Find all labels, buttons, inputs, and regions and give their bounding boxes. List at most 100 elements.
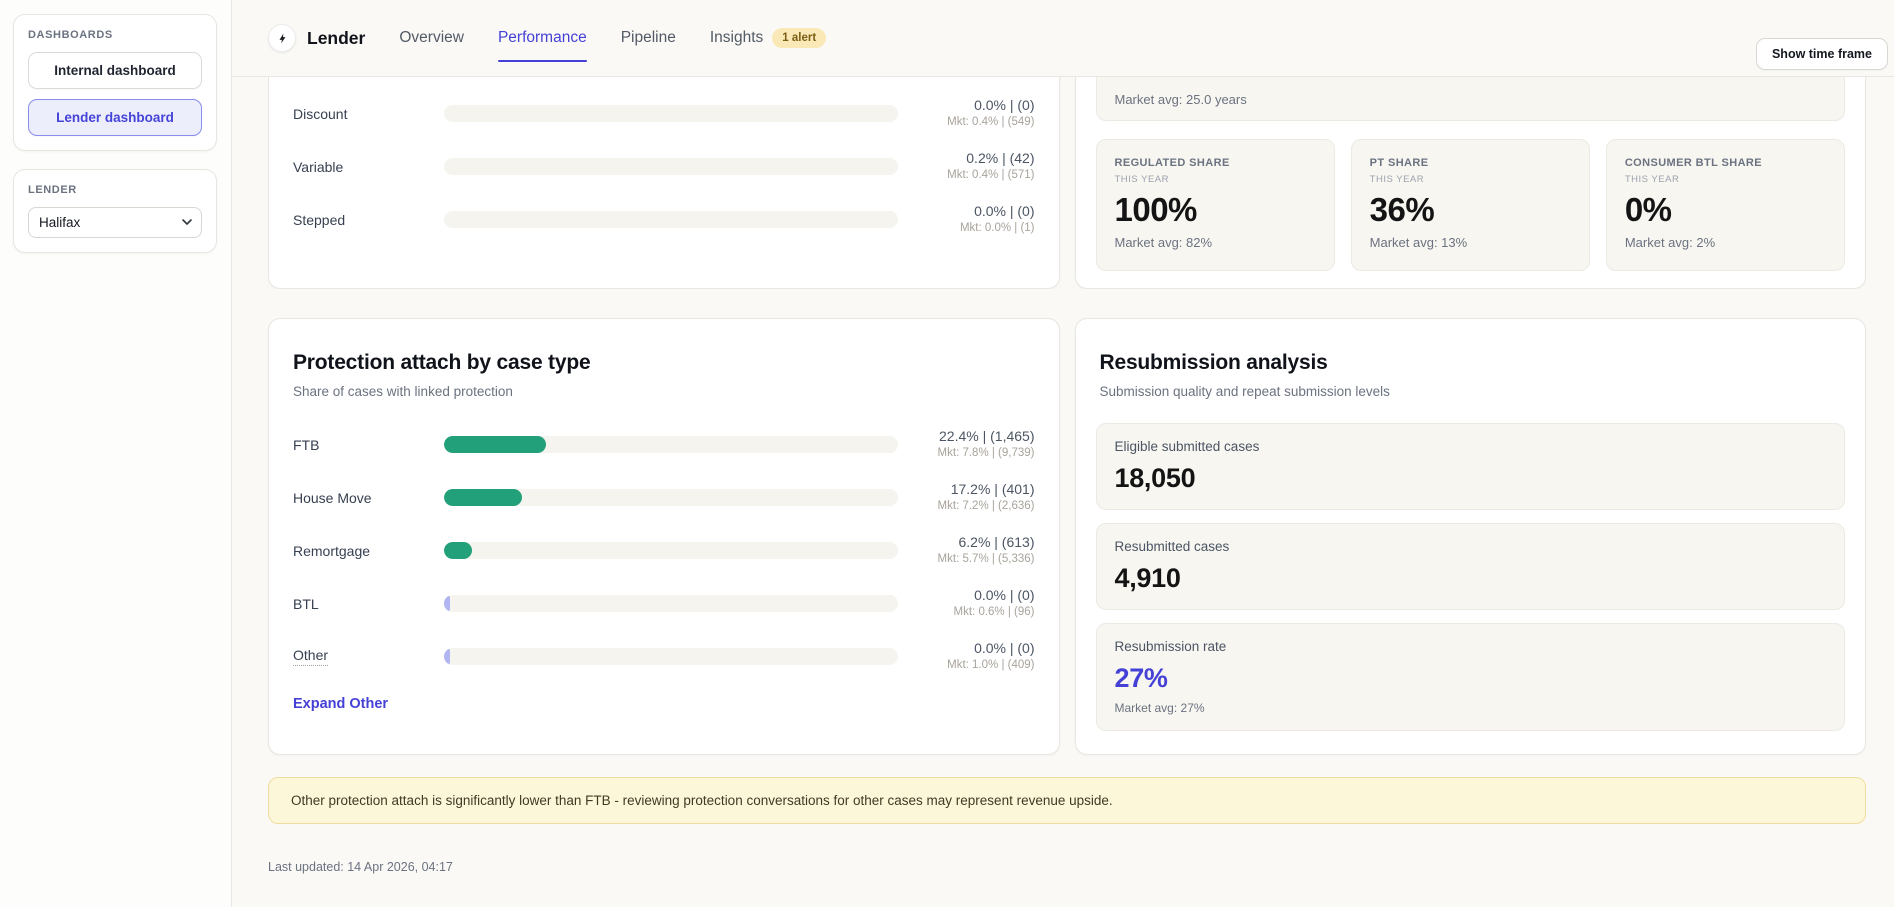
resubmission-stat-card: Eligible submitted cases 18,050 xyxy=(1095,423,1845,510)
main-area: Lender Overview Performance Pipeline Ins… xyxy=(232,0,1894,907)
bar-values: 0.0% | (0) Mkt: 1.0% | (409) xyxy=(898,639,1035,673)
product-mix-rows: Discount 0.0% | (0) Mkt: 0.4% | (549) Va… xyxy=(293,87,1035,246)
content: Discount 0.0% | (0) Mkt: 0.4% | (549) Va… xyxy=(232,77,1894,874)
bar-values: 22.4% | (1,465) Mkt: 7.8% | (9,739) xyxy=(898,427,1035,461)
tab-overview[interactable]: Overview xyxy=(399,29,464,46)
bar-value-primary: 0.0% | (0) xyxy=(974,203,1035,220)
stat-label: PT SHARE xyxy=(1369,157,1429,169)
term-subcard: Market avg: 25.0 years xyxy=(1095,77,1845,121)
tab-performance[interactable]: Performance xyxy=(497,29,587,62)
resubmission-stat-card: Resubmission rate 27% Market avg: 27% xyxy=(1095,623,1845,731)
bar-value-primary: 0.2% | (42) xyxy=(966,150,1035,167)
protection-rows: FTB 22.4% | (1,465) Mkt: 7.8% | (9,739) … xyxy=(293,418,1035,683)
bar-row-label: Remortgage xyxy=(293,542,371,559)
stat-market-avg: Market avg: 2% xyxy=(1624,235,1716,251)
share-stat-card: CONSUMER BTL SHARE THIS YEAR 0% Market a… xyxy=(1605,139,1845,271)
bar-row-label: House Move xyxy=(293,489,372,506)
bar-track xyxy=(444,158,898,175)
bar-value-market: Mkt: 5.7% | (5,336) xyxy=(937,553,1035,566)
bar-value-primary: 0.0% | (0) xyxy=(974,97,1035,114)
bar-fill xyxy=(444,595,450,612)
lender-select[interactable]: Halifax xyxy=(28,207,202,238)
card-title: Resubmission analysis xyxy=(1099,351,1328,374)
bar-fill xyxy=(444,489,522,506)
bar-value-market: Mkt: 0.0% | (1) xyxy=(959,222,1035,235)
page-title: Lender xyxy=(307,27,366,48)
stat-value: 36% xyxy=(1369,191,1435,228)
stat-label: REGULATED SHARE xyxy=(1114,157,1230,169)
stat-label: CONSUMER BTL SHARE xyxy=(1624,157,1762,169)
bar-value-market: Mkt: 0.4% | (571) xyxy=(947,169,1035,182)
bar-row: FTB 22.4% | (1,465) Mkt: 7.8% | (9,739) xyxy=(293,418,1035,471)
tab-bar: Overview Performance Pipeline Insights 1… xyxy=(399,28,827,62)
share-stat-card: PT SHARE THIS YEAR 36% Market avg: 13% xyxy=(1350,139,1590,271)
protection-attach-card: Protection attach by case type Share of … xyxy=(268,318,1060,755)
top-nav: Lender Overview Performance Pipeline Ins… xyxy=(232,0,1894,77)
row-product-mix: Discount 0.0% | (0) Mkt: 0.4% | (549) Va… xyxy=(268,77,1866,289)
stat-label: Eligible submitted cases xyxy=(1114,439,1260,454)
stat-value: 0% xyxy=(1624,191,1672,228)
last-updated-note: Last updated: 14 Apr 2026, 04:17 xyxy=(268,860,453,874)
bar-value-primary: 6.2% | (613) xyxy=(958,534,1035,551)
bar-values: 17.2% | (401) Mkt: 7.2% | (2,636) xyxy=(898,480,1035,514)
bar-value-market: Mkt: 7.2% | (2,636) xyxy=(937,500,1035,513)
stat-market-avg: Market avg: 13% xyxy=(1369,235,1468,251)
bar-fill xyxy=(444,542,473,559)
stat-sublabel: THIS YEAR xyxy=(1369,174,1425,185)
bar-values: 0.0% | (0) Mkt: 0.4% | (549) xyxy=(898,96,1035,130)
expand-other-link[interactable]: Expand Other xyxy=(293,696,389,712)
show-time-frame-button[interactable]: Show time frame xyxy=(1755,38,1888,70)
row-analysis: Protection attach by case type Share of … xyxy=(268,318,1866,755)
bar-values: 0.0% | (0) Mkt: 0.0% | (1) xyxy=(898,202,1035,236)
term-share-card: Market avg: 25.0 years REGULATED SHARE T… xyxy=(1074,77,1866,289)
dashboards-label: DASHBOARDS xyxy=(28,29,113,41)
lender-panel: LENDER Halifax xyxy=(13,169,217,253)
bar-row-label: Variable xyxy=(293,158,344,175)
bar-value-market: Mkt: 0.4% | (549) xyxy=(947,116,1035,129)
stat-label: Resubmission rate xyxy=(1114,639,1227,654)
sidebar-item-internal-dashboard[interactable]: Internal dashboard xyxy=(28,52,202,89)
stat-label: Resubmitted cases xyxy=(1114,539,1230,554)
bar-track xyxy=(444,436,898,453)
insight-banner-text: Other protection attach is significantly… xyxy=(291,793,1113,808)
sidebar: DASHBOARDS Internal dashboard Lender das… xyxy=(0,0,232,907)
stat-value: 27% xyxy=(1114,663,1168,693)
bar-value-primary: 17.2% | (401) xyxy=(950,481,1035,498)
bar-row: BTL 0.0% | (0) Mkt: 0.6% | (96) xyxy=(293,577,1035,630)
card-subtitle: Submission quality and repeat submission… xyxy=(1099,384,1390,399)
dashboards-panel: DASHBOARDS Internal dashboard Lender das… xyxy=(13,14,217,151)
lender-label: LENDER xyxy=(28,184,77,196)
resubmission-stats: Eligible submitted cases 18,050 Resubmit… xyxy=(1095,423,1845,731)
bar-row-label: FTB xyxy=(293,436,320,453)
bar-value-market: Mkt: 0.6% | (96) xyxy=(953,606,1035,619)
bar-row: Other 0.0% | (0) Mkt: 1.0% | (409) xyxy=(293,630,1035,683)
share-stats-row: REGULATED SHARE THIS YEAR 100% Market av… xyxy=(1095,139,1845,271)
bar-row-label: Stepped xyxy=(293,211,346,228)
bar-value-market: Mkt: 7.8% | (9,739) xyxy=(937,447,1035,460)
bar-row: Variable 0.2% | (42) Mkt: 0.4% | (571) xyxy=(293,140,1035,193)
app-logo-icon xyxy=(268,24,296,52)
resubmission-stat-card: Resubmitted cases 4,910 xyxy=(1095,523,1845,610)
bar-row: Remortgage 6.2% | (613) Mkt: 5.7% | (5,3… xyxy=(293,524,1035,577)
share-stat-card: REGULATED SHARE THIS YEAR 100% Market av… xyxy=(1095,139,1335,271)
stat-market-avg: Market avg: 27% xyxy=(1114,701,1205,715)
bar-row: House Move 17.2% | (401) Mkt: 7.2% | (2,… xyxy=(293,471,1035,524)
bar-track xyxy=(444,648,898,665)
bar-track xyxy=(444,542,898,559)
bar-values: 0.2% | (42) Mkt: 0.4% | (571) xyxy=(898,149,1035,183)
bar-row-label: BTL xyxy=(293,595,319,612)
bar-value-primary: 0.0% | (0) xyxy=(974,640,1035,657)
sidebar-item-lender-dashboard[interactable]: Lender dashboard xyxy=(28,99,202,136)
bar-track xyxy=(444,489,898,506)
bar-fill xyxy=(444,436,546,453)
tab-insights[interactable]: Insights 1 alert xyxy=(710,28,827,48)
stat-value: 100% xyxy=(1114,191,1198,228)
card-subtitle: Share of cases with linked protection xyxy=(293,384,513,399)
bar-row: Stepped 0.0% | (0) Mkt: 0.0% | (1) xyxy=(293,193,1035,246)
card-title: Protection attach by case type xyxy=(293,351,591,374)
tab-pipeline[interactable]: Pipeline xyxy=(620,29,676,46)
bar-track xyxy=(444,595,898,612)
resubmission-card: Resubmission analysis Submission quality… xyxy=(1074,318,1866,755)
bar-fill xyxy=(444,648,450,665)
bar-row-label: Other xyxy=(293,647,444,666)
